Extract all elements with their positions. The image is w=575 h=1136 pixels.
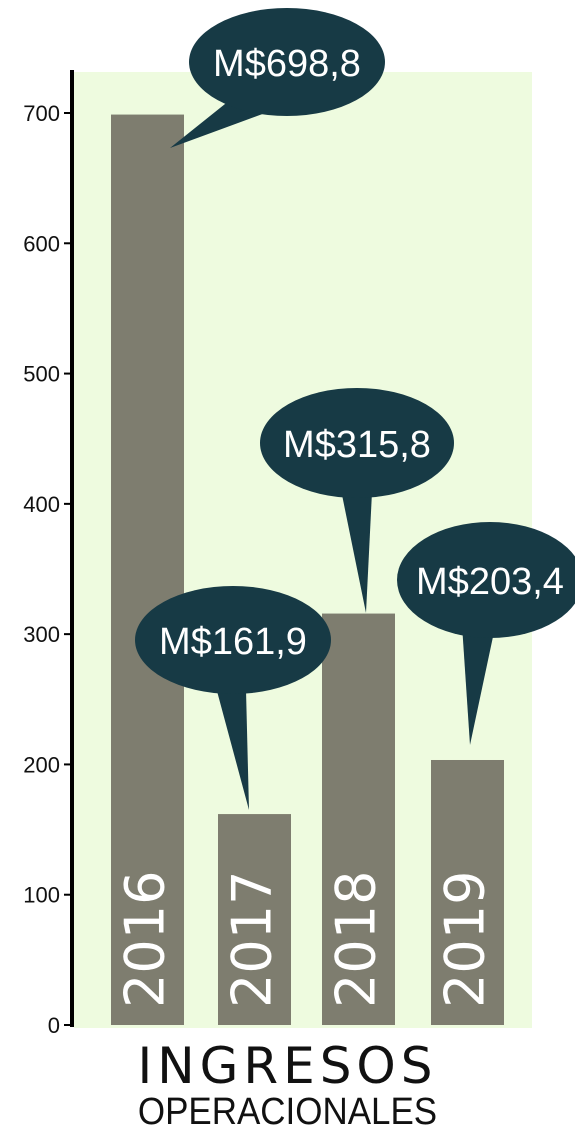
y-tick-label: 600	[23, 231, 60, 256]
bar-category-label: 2018	[325, 871, 388, 1008]
callout-bubble	[189, 8, 385, 116]
chart-title: INGRESOS	[137, 1037, 438, 1095]
y-tick-label: 700	[23, 101, 60, 126]
bar-2019	[431, 759, 504, 1025]
callout-bubble	[135, 586, 331, 694]
bar-category-label: 2016	[114, 871, 177, 1008]
bar-category-label: 2017	[221, 871, 284, 1008]
value-callout: M$315,8	[260, 388, 454, 613]
callout-pointer	[214, 680, 249, 810]
y-tick-label: 500	[23, 362, 60, 387]
callout-bubble	[260, 388, 454, 498]
y-tick-label: 300	[23, 622, 60, 647]
data-label: M$203,4	[416, 561, 564, 603]
bar-2016	[111, 114, 184, 1026]
y-tick-label: 200	[23, 752, 60, 777]
bars: 2016 2017 2018 2019	[111, 114, 504, 1026]
bar-2018	[322, 613, 395, 1025]
value-callout: M$161,9	[135, 586, 331, 810]
callout-pointer	[462, 625, 494, 745]
data-label: M$161,9	[159, 621, 307, 663]
y-tick-label: 0	[48, 1013, 60, 1038]
chart-subtitle: OPERACIONALES	[137, 1091, 438, 1133]
callout-pointer	[170, 100, 268, 148]
value-callouts: M$698,8 M$161,9 M$315,8 M$203,4	[135, 8, 575, 810]
bar-2017	[218, 814, 291, 1025]
value-callout: M$203,4	[397, 522, 575, 745]
data-label: M$315,8	[283, 424, 431, 466]
callout-pointer	[340, 485, 372, 613]
data-label: M$698,8	[213, 43, 361, 85]
callout-bubble	[397, 522, 575, 638]
y-tick-label: 100	[23, 883, 60, 908]
value-callout: M$698,8	[170, 8, 385, 148]
y-tick-label: 400	[23, 492, 60, 517]
y-axis-ticks: 0 100 200 300 400 500 600 700	[23, 101, 72, 1038]
bar-category-label: 2019	[434, 871, 497, 1008]
